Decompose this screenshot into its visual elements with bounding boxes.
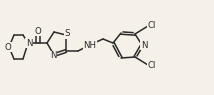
Text: S: S [64,30,70,38]
Text: O: O [5,42,11,51]
Text: O: O [35,27,41,36]
Text: Cl: Cl [148,21,156,30]
Text: Cl: Cl [148,61,156,70]
Text: N: N [141,40,147,49]
Text: N: N [26,38,32,48]
Text: N: N [50,51,56,61]
Text: NH: NH [83,40,97,49]
